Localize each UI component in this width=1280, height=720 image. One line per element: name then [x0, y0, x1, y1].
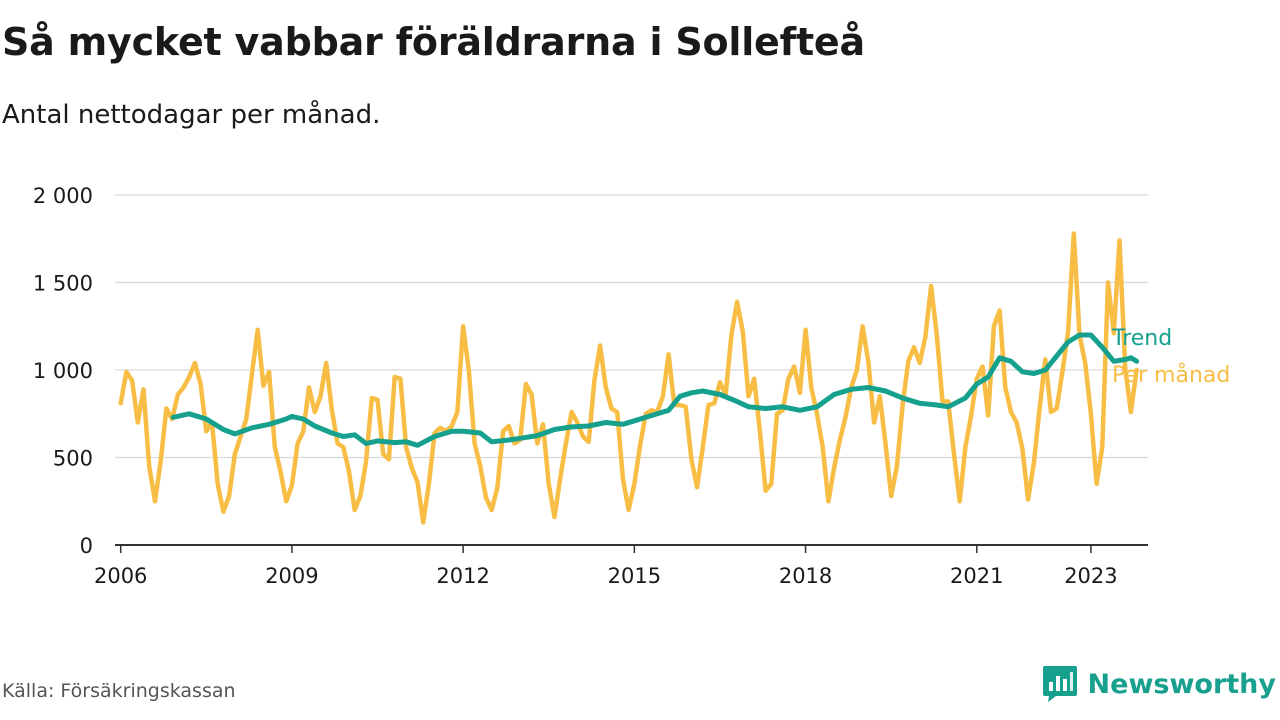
- brand-logo[interactable]: Newsworthy: [1042, 664, 1276, 704]
- y-tick-label: 1 000: [33, 359, 93, 383]
- chart-subtitle: Antal nettodagar per månad.: [2, 100, 381, 130]
- series-labels: Trend Per månad: [1111, 326, 1230, 388]
- chart-title: Så mycket vabbar föräldrarna i Sollefteå: [2, 20, 865, 64]
- brand-name: Newsworthy: [1087, 668, 1276, 700]
- source-note: Källa: Försäkringskassan: [2, 680, 236, 702]
- x-tick-label: 2012: [436, 564, 489, 588]
- x-tick-label: 2006: [94, 564, 147, 588]
- x-tick-label: 2021: [950, 564, 1003, 588]
- gridlines: [115, 194, 1148, 459]
- axes: 0 500 1 000 1 500 2 000 2006 2009 2012 2015 2018 2…: [33, 184, 1148, 588]
- x-tick-label: 2009: [265, 564, 318, 588]
- x-tick-label: 2018: [779, 564, 832, 588]
- y-tick-label: 2 000: [33, 184, 93, 208]
- series-lines: [118, 231, 1140, 525]
- series-label-monthly: Per månad: [1112, 362, 1230, 388]
- y-tick-label: 500: [53, 447, 93, 471]
- line-chart: 0 500 1 000 1 500 2 000 2006 2009 2012 2015 2018 2…: [33, 184, 1230, 588]
- trend-line: [170, 332, 1140, 448]
- x-tick-label: 2023: [1064, 564, 1117, 588]
- y-tick-label: 0: [80, 534, 93, 558]
- x-tick-label: 2015: [608, 564, 661, 588]
- monthly-line: [118, 231, 1139, 525]
- newsworthy-logo-icon: [1042, 666, 1077, 702]
- y-tick-label: 1 500: [33, 272, 93, 296]
- series-label-trend: Trend: [1111, 326, 1172, 351]
